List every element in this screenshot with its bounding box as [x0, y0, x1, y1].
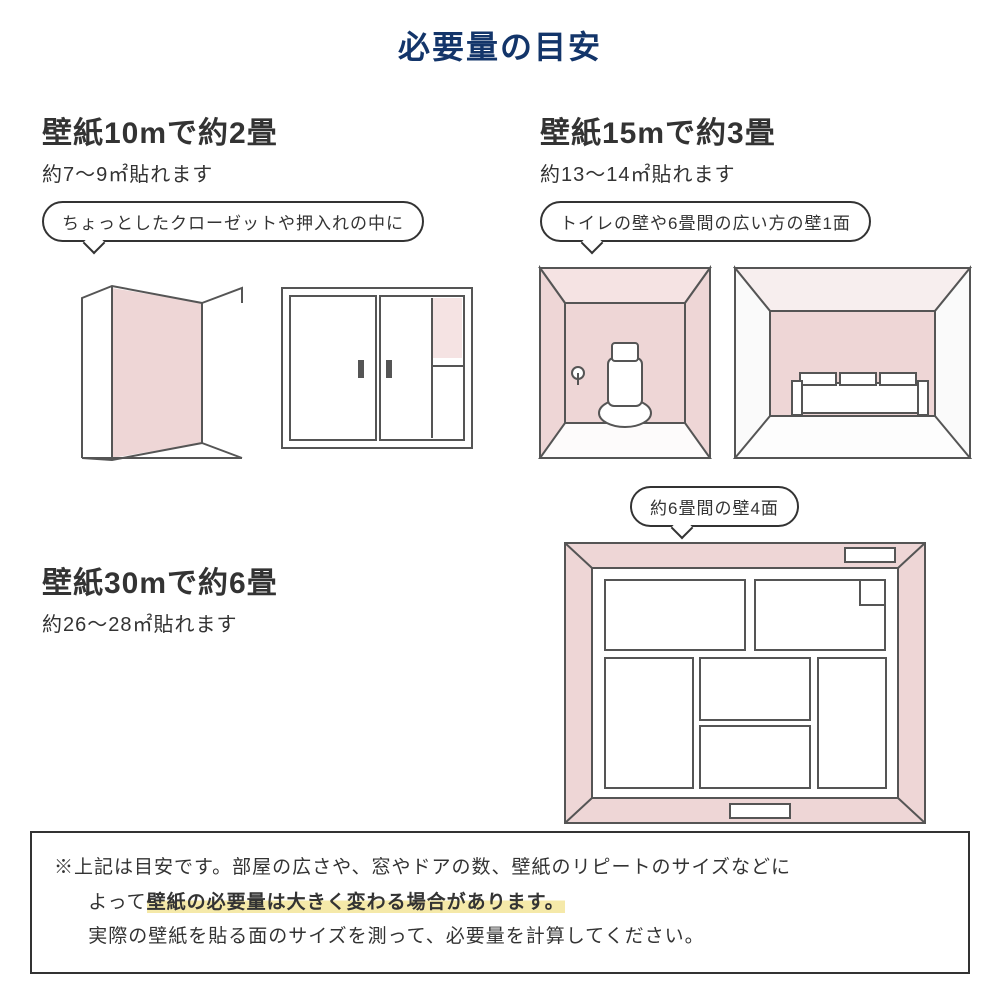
closet-drawing-icon	[42, 268, 482, 468]
bubble-15m: トイレの壁や6畳間の広い方の壁1面	[540, 201, 871, 242]
note-line-1: ※上記は目安です。部屋の広さや、窓やドアの数、壁紙のリピートのサイズなどに	[54, 851, 946, 885]
room-plan-drawing-icon	[560, 538, 960, 838]
page-title: 必要量の目安	[0, 0, 1000, 68]
section-10m: 壁紙10mで約2畳 約7〜9㎡貼れます ちょっとしたクローゼットや押入れの中に	[42, 108, 482, 242]
sub-30m: 約26〜28㎡貼れます	[42, 608, 482, 637]
illustration-30m	[560, 538, 960, 838]
sub-10m: 約7〜9㎡貼れます	[42, 158, 482, 187]
bubble-30m-wrap: 約6畳間の壁4面	[630, 486, 799, 527]
heading-30m: 壁紙30mで約6畳	[42, 558, 482, 602]
heading-10m: 壁紙10mで約2畳	[42, 108, 482, 152]
note-line2-pre: よって	[88, 892, 146, 913]
section-30m: 壁紙30mで約6畳 約26〜28㎡貼れます	[42, 558, 482, 651]
sub-15m: 約13〜14㎡貼れます	[540, 158, 970, 187]
heading-15m: 壁紙15mで約3畳	[540, 108, 970, 152]
note-line-3: 実際の壁紙を貼る面のサイズを測って、必要量を計算してください。	[54, 920, 946, 954]
section-15m: 壁紙15mで約3畳 約13〜14㎡貼れます トイレの壁や6畳間の広い方の壁1面	[540, 108, 970, 242]
note-box: ※上記は目安です。部屋の広さや、窓やドアの数、壁紙のリピートのサイズなどに よっ…	[30, 831, 970, 974]
toilet-room-drawing-icon	[530, 263, 980, 468]
bubble-30m: 約6畳間の壁4面	[630, 486, 799, 527]
illustration-10m	[42, 268, 482, 468]
note-line-2: よって壁紙の必要量は大きく変わる場合があります。	[54, 886, 946, 920]
note-highlight: 壁紙の必要量は大きく変わる場合があります。	[147, 892, 565, 913]
illustration-15m	[530, 263, 980, 468]
note-line1-text: ※上記は目安です。部屋の広さや、窓やドアの数、壁紙のリピートのサイズなどに	[54, 857, 791, 878]
bubble-10m: ちょっとしたクローゼットや押入れの中に	[42, 201, 424, 242]
content-grid: 壁紙10mで約2畳 約7〜9㎡貼れます ちょっとしたクローゼットや押入れの中に	[0, 68, 1000, 848]
